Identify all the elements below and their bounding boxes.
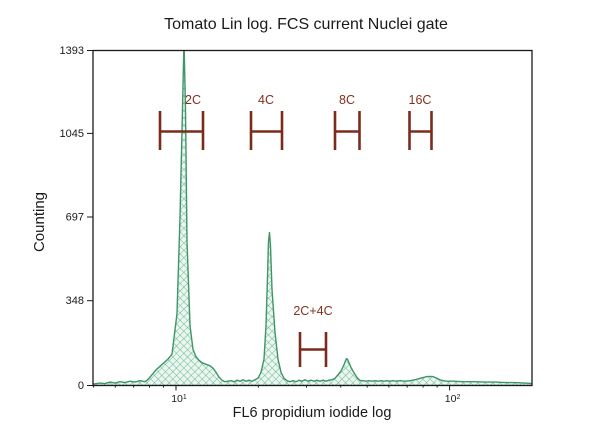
svg-text:8C: 8C (339, 93, 355, 107)
svg-text:1393: 1393 (60, 45, 84, 57)
svg-text:Tomato Lin log. FCS current Nu: Tomato Lin log. FCS current Nuclei gate (164, 16, 448, 33)
svg-text:Counting: Counting (31, 192, 48, 252)
svg-text:FL6 propidium iodide log: FL6 propidium iodide log (233, 405, 392, 421)
svg-text:2C+4C: 2C+4C (293, 304, 332, 318)
svg-text:101: 101 (171, 393, 187, 405)
svg-text:2C: 2C (185, 93, 201, 107)
svg-text:0: 0 (78, 380, 84, 392)
svg-text:16C: 16C (409, 93, 432, 107)
svg-text:4C: 4C (258, 93, 274, 107)
svg-text:1045: 1045 (60, 128, 84, 140)
svg-text:348: 348 (66, 295, 84, 307)
svg-text:697: 697 (66, 212, 84, 224)
svg-text:102: 102 (445, 393, 461, 405)
